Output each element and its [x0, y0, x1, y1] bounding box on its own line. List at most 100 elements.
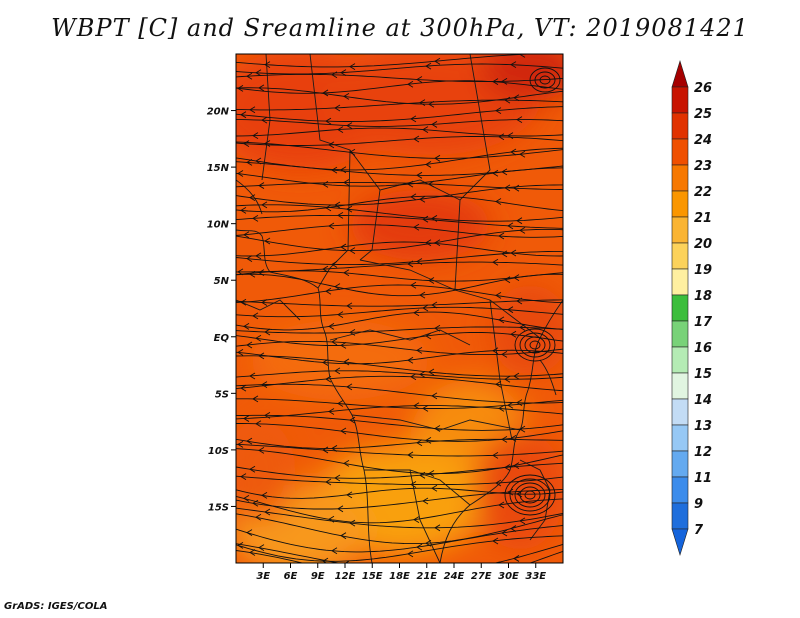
streamline-arrow [516, 297, 523, 305]
colorbar-label: 26 [694, 81, 712, 96]
streamline-arrow [343, 459, 350, 467]
streamline-arrow [519, 324, 526, 331]
streamline-arrow [428, 368, 435, 376]
colorbar-label: 25 [694, 107, 712, 122]
streamline-arrow [325, 117, 332, 125]
streamline [236, 184, 563, 206]
streamline-arrow [334, 283, 341, 291]
circulation-loop [514, 328, 556, 362]
streamline-arrow [434, 154, 441, 162]
streamline-arrow [498, 316, 505, 324]
streamline-arrow [492, 169, 499, 177]
streamline [236, 224, 563, 238]
streamline-arrow [337, 212, 344, 219]
streamline-arrow [413, 402, 420, 410]
streamline-arrow [349, 148, 356, 156]
streamline-arrow [340, 342, 347, 349]
colorbar-label: 13 [694, 419, 712, 434]
streamline-arrow [346, 491, 353, 499]
lat-tick-label: 10S [208, 446, 229, 457]
streamline-arrow [434, 239, 441, 247]
streamline-arrow [349, 247, 356, 254]
colorbar-label: 11 [694, 471, 712, 486]
streamline [236, 495, 563, 524]
streamline-arrow [416, 543, 423, 551]
colorbar-swatch [671, 320, 689, 348]
streamline-arrow [343, 269, 350, 277]
streamline-arrow [504, 375, 511, 383]
streamline-arrow [240, 111, 247, 119]
streamline-arrow [513, 372, 520, 380]
streamline-arrow [407, 260, 414, 268]
streamline-arrow [346, 205, 353, 213]
streamline-arrow [346, 383, 353, 391]
streamline [236, 349, 563, 365]
streamline [236, 489, 563, 510]
streamline-arrow [328, 141, 335, 149]
streamline-arrow [261, 201, 268, 209]
streamlines [236, 54, 563, 563]
streamline-arrow [325, 375, 332, 383]
streamline-arrow [349, 329, 356, 336]
streamline-arrow [349, 416, 356, 424]
streamline-arrow [504, 184, 511, 192]
streamline [236, 273, 563, 297]
streamline-arrow [425, 436, 432, 444]
streamline [236, 340, 563, 356]
lon-tick-label: 6E [284, 571, 298, 582]
streamline-arrow [504, 276, 511, 284]
circulation-loop [529, 340, 541, 350]
streamline-arrow [349, 519, 356, 527]
streamline-arrow [425, 332, 432, 340]
streamline [236, 250, 563, 266]
streamline-arrow [255, 334, 262, 342]
streamline [236, 106, 563, 122]
streamline-arrow [243, 323, 250, 330]
lat-tick-label: 20N [207, 107, 230, 118]
streamline-arrow [325, 478, 332, 486]
streamline [236, 507, 563, 529]
streamline-arrow [246, 529, 253, 537]
longitude-axis: 3E 6E 9E 12E 15E 18E 21E 24E 27E 30E 33E [256, 563, 546, 582]
streamline-arrow [422, 215, 429, 223]
colorbar-swatch [671, 424, 689, 452]
colorbar-label: 21 [694, 211, 712, 226]
streamline-arrow [428, 470, 435, 477]
streamline-arrow [246, 437, 253, 445]
colorbar-label: 9 [694, 497, 703, 512]
streamline [236, 127, 563, 137]
streamline-arrow [413, 309, 420, 317]
colorbar-swatch [671, 398, 689, 426]
streamline-arrow [249, 194, 256, 202]
streamline-arrow [331, 338, 338, 346]
streamline-arrow [416, 76, 423, 83]
streamline-arrow [434, 524, 441, 532]
streamline-arrow [243, 231, 250, 239]
streamline-arrow [425, 161, 432, 168]
streamline-arrow [246, 72, 253, 80]
colorbar-label: 17 [694, 315, 713, 330]
colorbar-label: 16 [694, 341, 712, 356]
streamline-arrow [255, 252, 262, 260]
colorbar-label: 15 [694, 367, 712, 382]
streamline-arrow [434, 324, 441, 332]
streamline [236, 270, 563, 282]
streamline-arrow [410, 281, 417, 289]
streamline-arrow [419, 195, 426, 203]
streamline-arrow [413, 135, 420, 143]
lon-tick-label: 9E [311, 571, 325, 582]
streamline-arrow [240, 384, 247, 392]
streamline-arrow [334, 474, 341, 482]
streamline-arrow [252, 395, 259, 403]
streamline-arrow [249, 270, 256, 278]
lat-tick-label: EQ [214, 333, 230, 344]
streamline-arrow [492, 452, 499, 459]
streamline [236, 167, 563, 187]
streamline-arrow [519, 517, 526, 525]
footer-credit: GrADS: IGES/COLA [4, 601, 108, 612]
colorbar-label: 24 [694, 133, 712, 148]
circulation-loop [529, 67, 561, 93]
circulation-loop [509, 478, 551, 512]
streamline-arrow [331, 166, 338, 174]
